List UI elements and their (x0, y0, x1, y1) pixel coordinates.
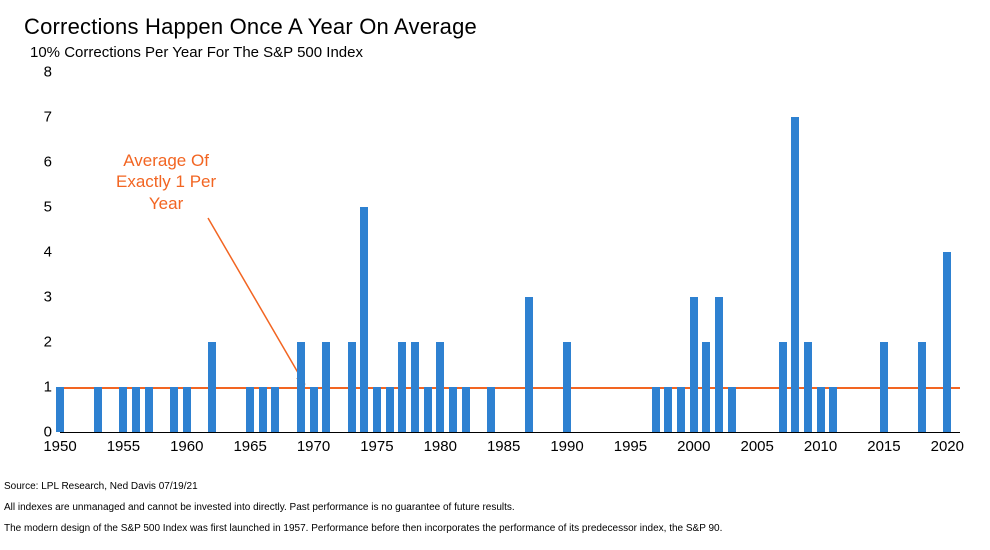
data-bar (449, 387, 457, 432)
data-bar (690, 297, 698, 432)
data-bar (715, 297, 723, 432)
data-bar (779, 342, 787, 432)
y-axis-tick-label: 5 (22, 199, 60, 216)
y-axis-tick-label: 6 (22, 154, 60, 171)
data-bar (119, 387, 127, 432)
data-bar (791, 117, 799, 432)
data-bar (462, 387, 470, 432)
y-axis-tick-label: 3 (22, 289, 60, 306)
data-bar (183, 387, 191, 432)
x-axis-tick-label: 2005 (740, 432, 773, 455)
data-bar (94, 387, 102, 432)
footnotes: Source: LPL Research, Ned Davis 07/19/21… (4, 481, 984, 544)
x-axis-tick-label: 2010 (804, 432, 837, 455)
x-axis-tick-label: 1950 (43, 432, 76, 455)
y-axis-tick-label: 1 (22, 379, 60, 396)
data-bar (322, 342, 330, 432)
chart-subtitle: 10% Corrections Per Year For The S&P 500… (30, 44, 363, 61)
data-bar (728, 387, 736, 432)
data-bar (310, 387, 318, 432)
x-axis-tick-label: 1965 (233, 432, 266, 455)
data-bar (246, 387, 254, 432)
average-annotation-label: Average Of Exactly 1 Per Year (116, 150, 216, 214)
y-axis-tick-label: 7 (22, 109, 60, 126)
data-bar (677, 387, 685, 432)
data-bar (702, 342, 710, 432)
data-bar (563, 342, 571, 432)
data-bar (525, 297, 533, 432)
y-axis-tick-label: 2 (22, 334, 60, 351)
data-bar (411, 342, 419, 432)
data-bar (259, 387, 267, 432)
chart-area: Average Of Exactly 1 Per Year 0123456781… (20, 72, 970, 467)
x-axis-tick-label: 1960 (170, 432, 203, 455)
data-bar (348, 342, 356, 432)
plot-area: Average Of Exactly 1 Per Year 0123456781… (60, 72, 960, 433)
data-bar (817, 387, 825, 432)
data-bar (804, 342, 812, 432)
data-bar (918, 342, 926, 432)
data-bar (145, 387, 153, 432)
x-axis-tick-label: 1975 (360, 432, 393, 455)
data-bar (664, 387, 672, 432)
data-bar (436, 342, 444, 432)
x-axis-tick-label: 1955 (107, 432, 140, 455)
footnote-source: Source: LPL Research, Ned Davis 07/19/21 (4, 481, 984, 492)
x-axis-tick-label: 1995 (614, 432, 647, 455)
data-bar (487, 387, 495, 432)
x-axis-tick-label: 2015 (867, 432, 900, 455)
data-bar (373, 387, 381, 432)
data-bar (297, 342, 305, 432)
data-bar (271, 387, 279, 432)
data-bar (360, 207, 368, 432)
data-bar (829, 387, 837, 432)
x-axis-tick-label: 2020 (931, 432, 964, 455)
data-bar (424, 387, 432, 432)
data-bar (56, 387, 64, 432)
data-bar (208, 342, 216, 432)
chart-title: Corrections Happen Once A Year On Averag… (24, 14, 477, 40)
average-reference-line (60, 387, 960, 389)
data-bar (386, 387, 394, 432)
data-bar (943, 252, 951, 432)
x-axis-tick-label: 1990 (550, 432, 583, 455)
y-axis-tick-label: 4 (22, 244, 60, 261)
x-axis-tick-label: 1985 (487, 432, 520, 455)
y-axis-tick-label: 8 (22, 64, 60, 81)
chart-page: Corrections Happen Once A Year On Averag… (0, 0, 990, 550)
x-axis-tick-label: 1970 (297, 432, 330, 455)
annotation-arrow-icon (60, 72, 960, 432)
data-bar (880, 342, 888, 432)
data-bar (398, 342, 406, 432)
x-axis-tick-label: 2000 (677, 432, 710, 455)
data-bar (132, 387, 140, 432)
data-bar (170, 387, 178, 432)
data-bar (652, 387, 660, 432)
x-axis-tick-label: 1980 (424, 432, 457, 455)
footnote-index-history: The modern design of the S&P 500 Index w… (4, 523, 984, 534)
footnote-disclaimer: All indexes are unmanaged and cannot be … (4, 502, 984, 513)
